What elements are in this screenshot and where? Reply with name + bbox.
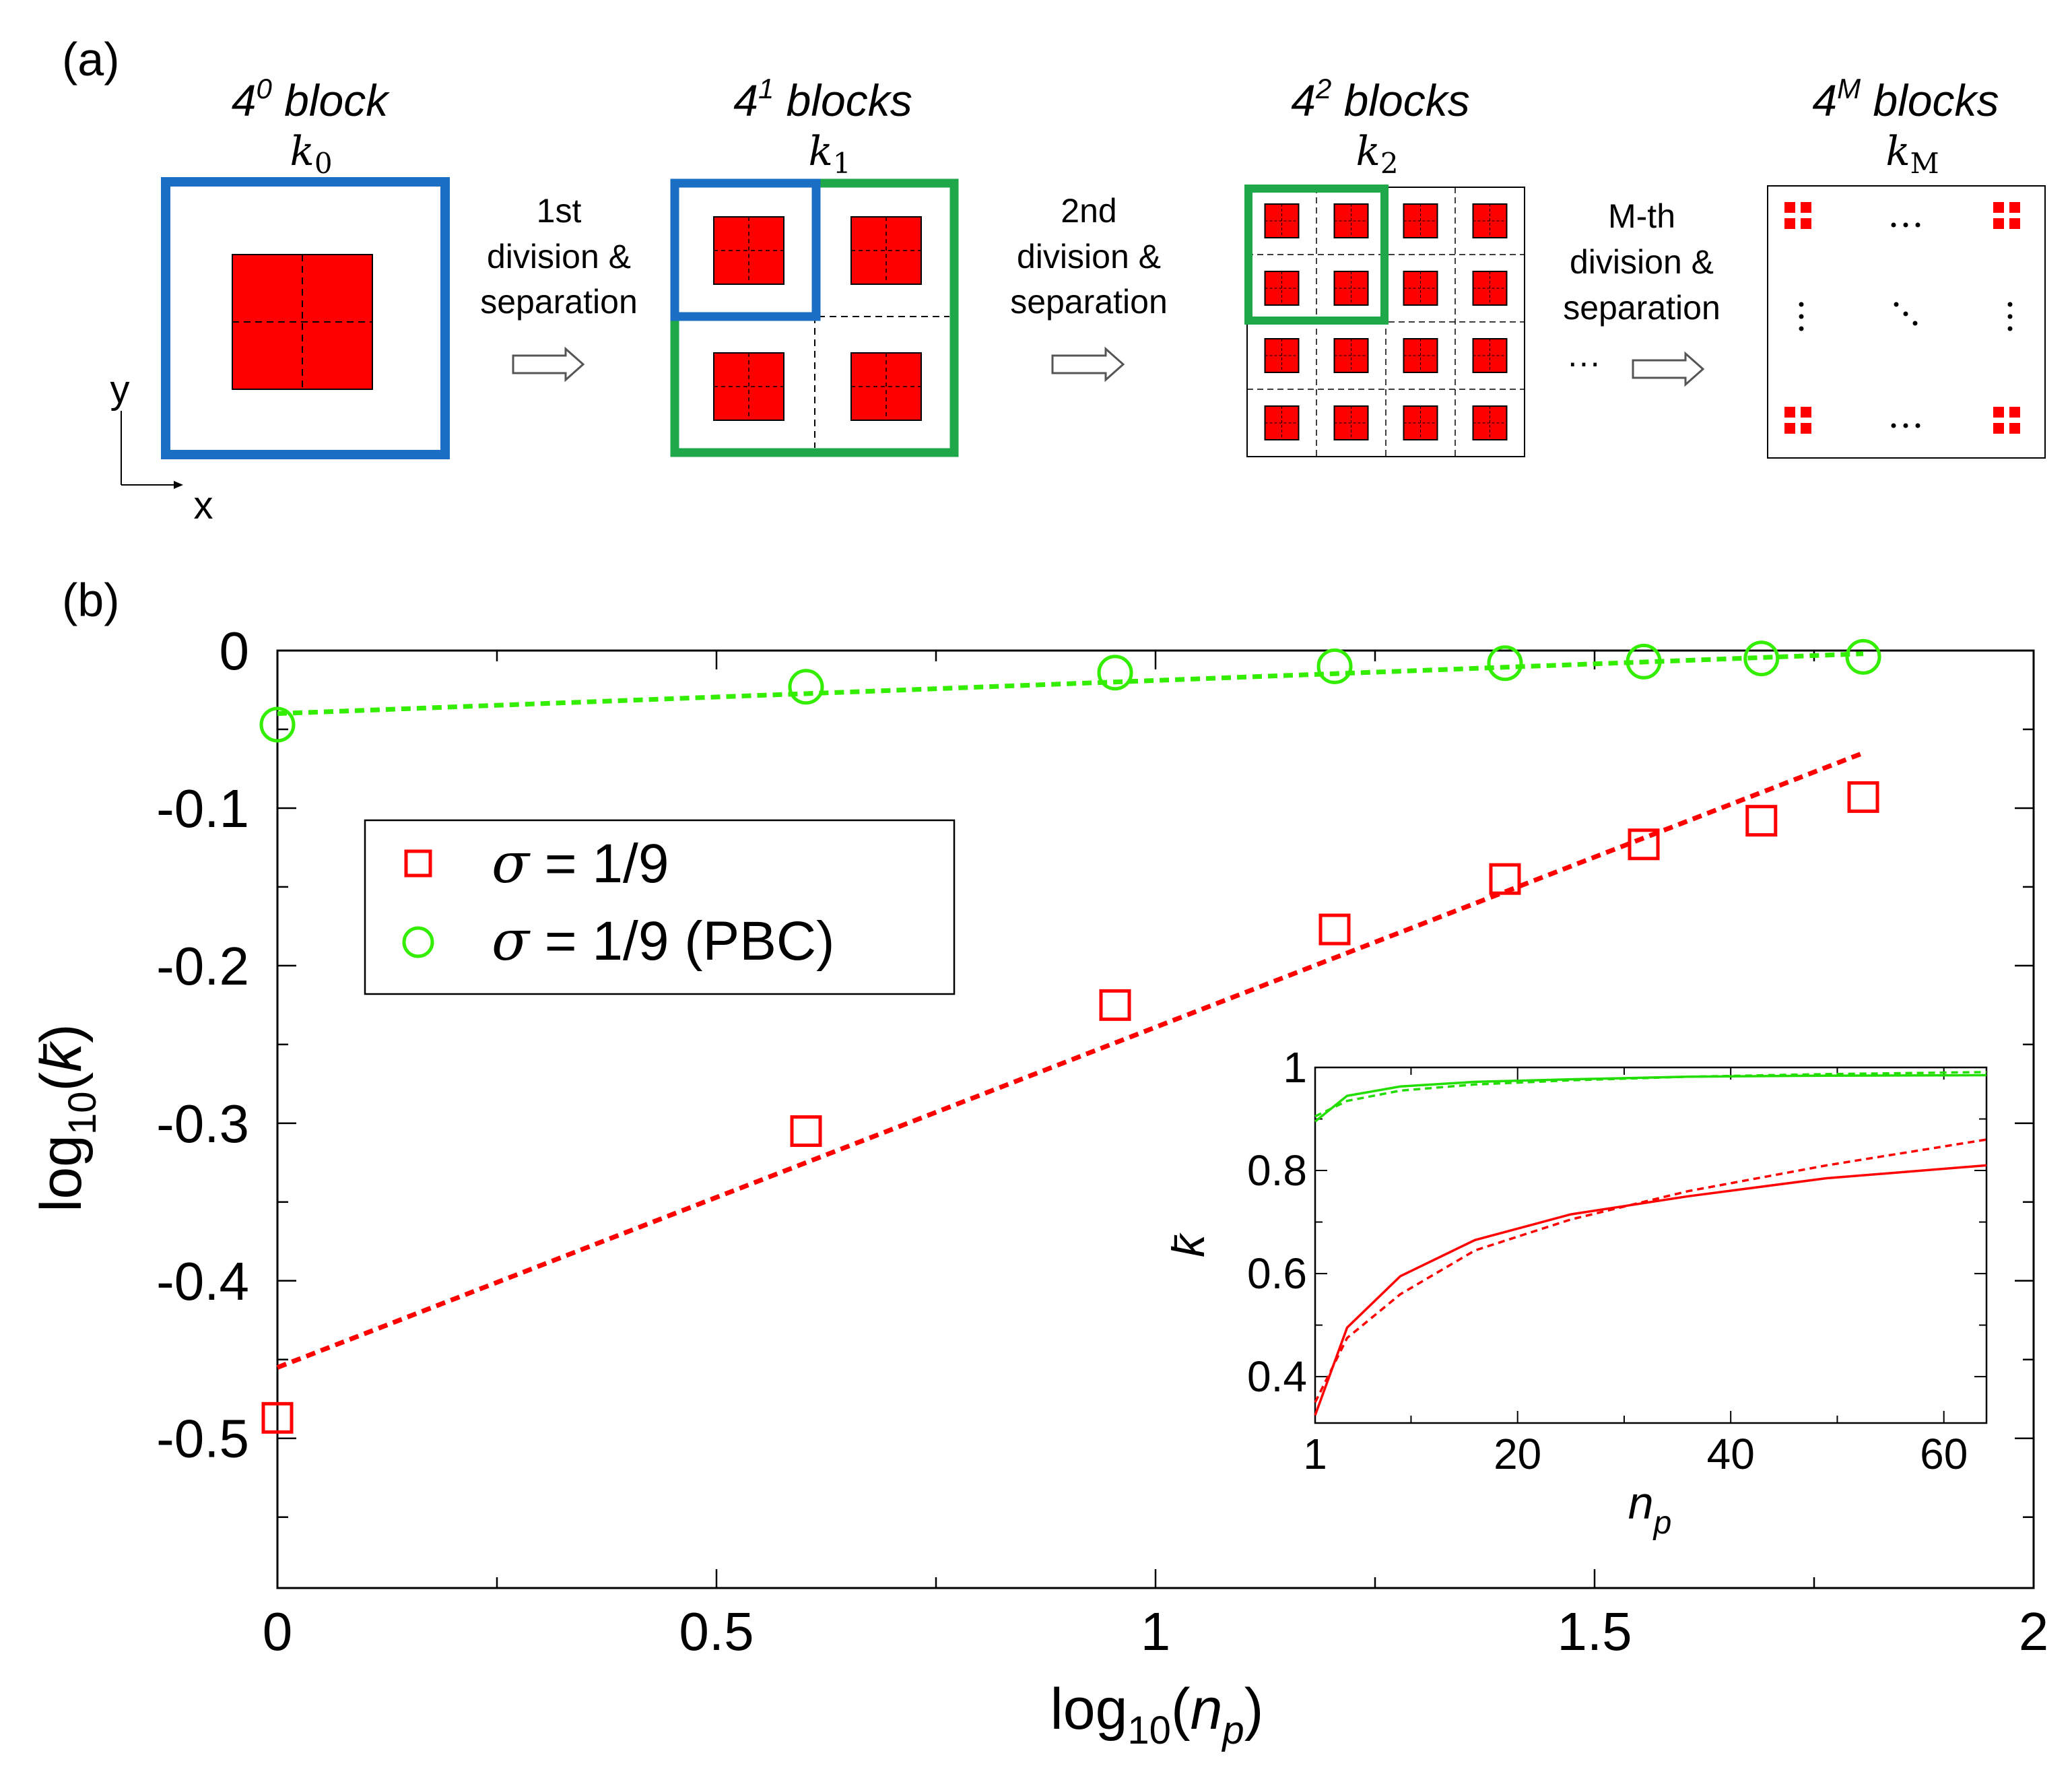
inset-line-0 bbox=[1314, 1073, 1987, 1123]
inset-line-1 bbox=[1314, 1071, 1987, 1118]
x-tick-label: 2 bbox=[2019, 1601, 2049, 1661]
svg-text:separation: separation bbox=[1010, 283, 1168, 321]
data-point-circle bbox=[1487, 645, 1523, 682]
step-3-k: kM bbox=[1885, 128, 1939, 180]
fit-line-1 bbox=[277, 651, 1864, 717]
data-point-circle bbox=[1743, 640, 1780, 677]
step-1-count: 41 blocks bbox=[733, 73, 912, 125]
panel-a: (a) 40 block k0 41 blocks k1 42 blocks k… bbox=[62, 33, 2046, 527]
data-point-circle bbox=[1626, 643, 1662, 680]
data-point-square bbox=[1745, 805, 1778, 837]
axis-indicator: y x bbox=[110, 368, 213, 527]
arrow-2 bbox=[1051, 346, 1125, 383]
transition-m: M-th division & separation bbox=[1563, 197, 1720, 387]
inset-line-2 bbox=[1314, 1164, 1987, 1416]
svg-text:1st: 1st bbox=[537, 192, 582, 230]
data-point-circle bbox=[1845, 638, 1881, 675]
data-point-circle bbox=[788, 669, 824, 705]
fit-line-0 bbox=[276, 750, 1865, 1370]
inset-x-tick-label: 60 bbox=[1920, 1430, 1968, 1478]
ellipsis-transition: ··· bbox=[1567, 343, 1601, 381]
inset-chart: 1 20 40 60 1 0.8 0.6 0.4 np k̄ bbox=[1163, 1043, 1988, 1541]
inset-x-tick-label: 40 bbox=[1707, 1430, 1755, 1478]
step-1-diagram bbox=[670, 178, 959, 457]
main-x-axis-label: log10(np) bbox=[1050, 1677, 1264, 1752]
step-3-count: 4M blocks bbox=[1812, 73, 1999, 125]
y-tick-label: -0.1 bbox=[156, 779, 249, 838]
step-3-header: 4M blocks kM bbox=[1812, 73, 1999, 180]
data-point-circle bbox=[1097, 655, 1133, 691]
main-chart: 0 0.5 1 1.5 20-0.1-0.2-0.3-0.4-0.5 log10(np)… bbox=[29, 621, 2048, 1752]
data-point-square bbox=[1628, 828, 1660, 861]
data-point-square bbox=[1489, 863, 1521, 895]
axis-x-label: x bbox=[194, 484, 213, 527]
inset-x-tick-label: 1 bbox=[1303, 1430, 1327, 1478]
legend: σ = 1/9 σ = 1/9 (PBC) bbox=[364, 819, 956, 995]
y-tick-label: -0.5 bbox=[156, 1409, 249, 1469]
step-2-diagram bbox=[1244, 185, 1525, 457]
step-2-count: 42 blocks bbox=[1291, 73, 1470, 125]
step-2-k: k2 bbox=[1356, 128, 1398, 180]
data-point-circle bbox=[259, 706, 296, 743]
y-tick-label: -0.4 bbox=[156, 1251, 249, 1311]
x-tick-label: 1 bbox=[1141, 1601, 1171, 1661]
data-point-square bbox=[790, 1115, 822, 1148]
x-tick-label: 1.5 bbox=[1557, 1601, 1632, 1661]
inset-line-3 bbox=[1314, 1138, 1987, 1403]
step-m-diagram bbox=[1767, 185, 2046, 459]
step-0-k: k0 bbox=[290, 128, 332, 180]
inset-y-tick-label: 0.6 bbox=[1247, 1249, 1307, 1298]
panel-b: (b) 0 0.5 1 1.5 20-0.1-0.2-0.3-0.4-0.5 log10… bbox=[29, 574, 2048, 1752]
legend-box bbox=[364, 819, 956, 995]
svg-text:division &: division & bbox=[1017, 238, 1161, 275]
legend-entry-sigma: σ = 1/9 bbox=[492, 832, 669, 896]
inset-plot-frame bbox=[1314, 1066, 1988, 1424]
svg-text:division &: division & bbox=[1570, 243, 1714, 281]
legend-entry-sigma-pbc: σ = 1/9 (PBC) bbox=[492, 909, 834, 973]
inset-y-axis-label: k̄ bbox=[1163, 1232, 1214, 1257]
transition-1: 1st division & separation bbox=[480, 192, 638, 383]
y-tick-label: -0.3 bbox=[156, 1094, 249, 1154]
data-point-square bbox=[1847, 781, 1879, 814]
x-tick-label: 0.5 bbox=[679, 1601, 754, 1661]
transition-2: 2nd division & separation bbox=[1010, 192, 1168, 383]
main-y-axis-label: log10(k̄) bbox=[29, 1024, 104, 1212]
step-0-count: 40 block bbox=[232, 73, 390, 125]
legend-square-marker bbox=[404, 849, 432, 878]
step-1-header: 41 blocks k1 bbox=[733, 73, 912, 180]
legend-circle-marker bbox=[402, 926, 434, 958]
arrow-1 bbox=[512, 346, 585, 383]
data-point-square bbox=[1099, 989, 1131, 1021]
svg-text:separation: separation bbox=[480, 283, 638, 321]
y-tick-label: -0.2 bbox=[156, 936, 249, 996]
svg-text:separation: separation bbox=[1563, 289, 1720, 327]
axis-y-label: y bbox=[110, 368, 130, 411]
step-1-k: k1 bbox=[808, 128, 850, 180]
svg-text:M-th: M-th bbox=[1608, 197, 1675, 235]
inset-y-tick-label: 0.4 bbox=[1247, 1352, 1307, 1401]
panel-a-label: (a) bbox=[62, 33, 120, 86]
svg-text:2nd: 2nd bbox=[1061, 192, 1116, 230]
data-point-square bbox=[261, 1401, 294, 1434]
x-tick-label: 0 bbox=[263, 1601, 293, 1661]
y-tick-label: 0 bbox=[220, 621, 250, 681]
step-0-diagram bbox=[161, 177, 450, 459]
inset-x-axis-label: np bbox=[1628, 1478, 1672, 1541]
arrow-m bbox=[1632, 351, 1705, 387]
inset-y-tick-label: 1 bbox=[1283, 1043, 1307, 1092]
blue-frame-1 bbox=[670, 178, 821, 321]
step-0-header: 40 block k0 bbox=[232, 73, 390, 180]
data-point-square bbox=[1318, 913, 1351, 946]
inset-x-tick-label: 20 bbox=[1494, 1430, 1541, 1478]
inset-y-tick-label: 0.8 bbox=[1247, 1146, 1307, 1195]
data-point-circle bbox=[1316, 648, 1353, 684]
panel-b-label: (b) bbox=[62, 574, 120, 626]
green-frame-2 bbox=[1244, 185, 1389, 325]
step-2-header: 42 blocks k2 bbox=[1291, 73, 1470, 180]
svg-text:division &: division & bbox=[487, 238, 631, 275]
